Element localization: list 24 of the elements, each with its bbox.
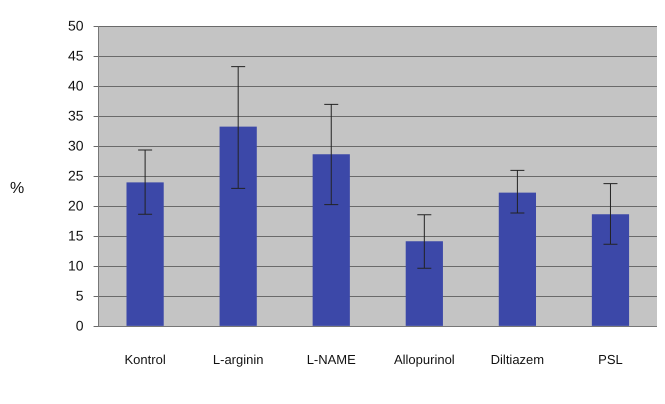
bar bbox=[312, 154, 350, 326]
y-tick-label: 25 bbox=[68, 167, 84, 184]
bar bbox=[220, 126, 257, 326]
y-tick-label: 5 bbox=[76, 287, 84, 304]
bar bbox=[126, 182, 164, 326]
y-tick-label: 35 bbox=[68, 107, 84, 124]
y-axis-title: % bbox=[10, 180, 24, 198]
bar bbox=[406, 241, 443, 326]
y-tick-label: 30 bbox=[68, 137, 84, 154]
y-tick-label: 40 bbox=[68, 77, 84, 94]
y-tick-label: 50 bbox=[68, 17, 84, 34]
y-tick-label: 15 bbox=[68, 227, 84, 244]
x-tick-label: Kontrol bbox=[124, 352, 166, 367]
y-tick-label: 0 bbox=[76, 317, 84, 334]
y-tick-label: 45 bbox=[68, 47, 84, 64]
bar bbox=[498, 192, 536, 326]
bar bbox=[592, 214, 630, 326]
y-tick-label: 10 bbox=[68, 257, 84, 274]
x-tick-label: PSL bbox=[598, 352, 623, 367]
x-tick-label: L-arginin bbox=[212, 352, 264, 367]
x-tick-label: Diltiazem bbox=[490, 352, 544, 367]
x-tick-label: Allopurinol bbox=[394, 352, 455, 367]
x-tick-label: L-NAME bbox=[306, 352, 356, 367]
y-tick-label: 20 bbox=[68, 197, 84, 214]
